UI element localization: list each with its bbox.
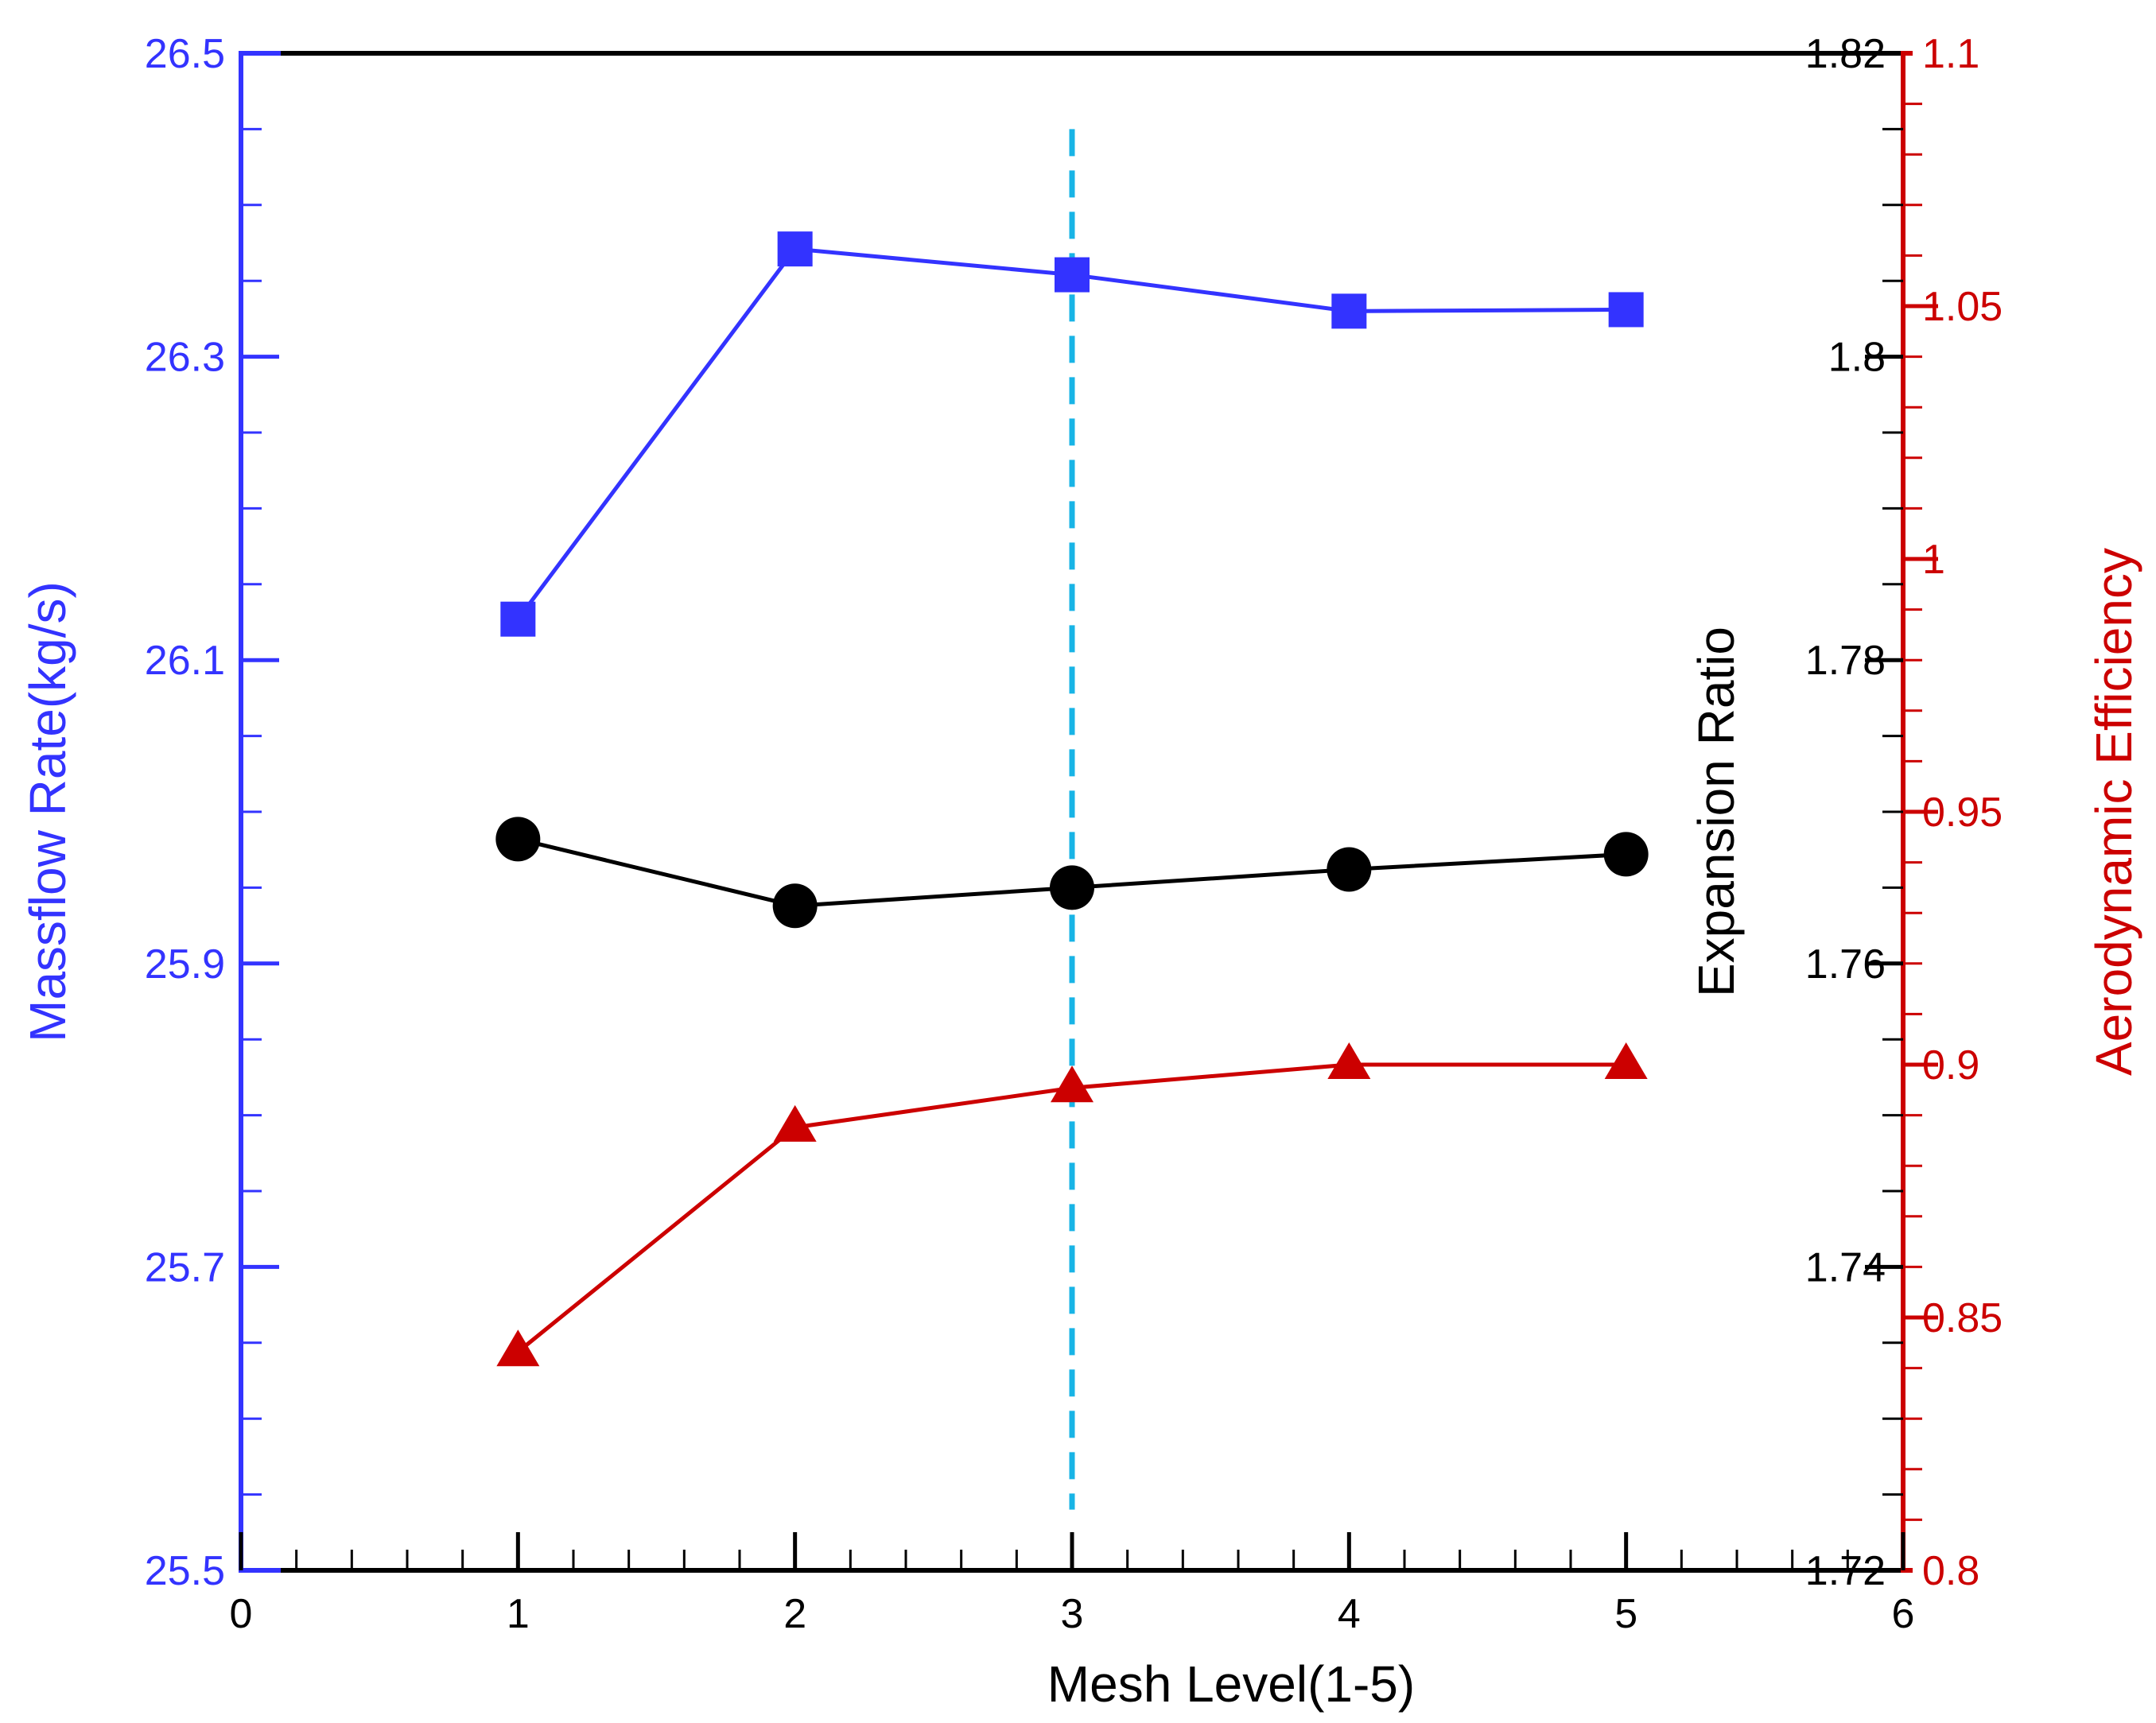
right-tick-label: 1.78 [1805,638,1886,684]
efficiency-tick-label: 1 [1922,537,1945,583]
right-tick-label: 1.76 [1805,941,1886,988]
left-tick-label: 25.7 [145,1244,225,1290]
axis-layer [239,51,1938,1573]
series-2-point-1 [496,1329,540,1367]
left-tick-label: 26.3 [145,335,225,381]
efficiency-tick-label: 0.85 [1922,1295,2003,1341]
series-1-point-3 [1050,865,1094,910]
right-tick-label: 1.8 [1828,335,1886,381]
efficiency-axis-title: Aerodynamic Efficiency [2085,548,2142,1076]
efficiency-tick-label: 0.8 [1922,1548,1979,1594]
series-2-point-2 [773,1104,817,1142]
series-0-point-4 [1331,293,1367,329]
right-axis-title: Expansion Ratio [1688,627,1745,997]
series-1-point-4 [1327,847,1372,892]
series-0-point-1 [500,601,536,637]
right-tick-label: 1.72 [1805,1548,1886,1594]
x-axis-title: Mesh Level(1-5) [1047,1655,1415,1713]
label-layer: 0 1 2 3 4 5 6 25.5 25.7 25.9 26.1 26.3 26.5 1.72 1.74 1… [19,31,2142,1713]
series-0-point-5 [1608,292,1644,328]
x-tick-label: 0 [230,1591,253,1637]
series-1-point-2 [772,883,818,929]
x-tick-label: 2 [783,1591,806,1637]
series-1-point-1 [495,817,541,862]
series-2-point-4 [1327,1042,1371,1079]
left-tick-label: 25.5 [145,1548,225,1594]
series-2-point-3 [1051,1065,1094,1103]
series-0-point-3 [1055,257,1090,293]
series-1-point-5 [1603,832,1649,877]
x-tick-label: 3 [1061,1591,1084,1637]
efficiency-tick-label: 1.05 [1922,284,2003,330]
series-0-point-2 [777,231,813,267]
series-2-point-5 [1604,1042,1648,1079]
x-tick-label: 1 [507,1591,530,1637]
left-tick-label: 26.1 [145,638,225,684]
right-tick-label: 1.82 [1805,31,1886,77]
efficiency-tick-label: 1.1 [1922,31,1979,77]
left-axis-title: Massflow Rate(kg/s) [19,581,76,1042]
x-tick-label: 5 [1614,1591,1637,1637]
efficiency-tick-label: 0.9 [1922,1042,1979,1089]
efficiency-tick-label: 0.95 [1922,790,2003,836]
right-tick-label: 1.74 [1805,1244,1886,1290]
x-tick-label: 6 [1892,1591,1915,1637]
left-tick-label: 25.9 [145,941,225,988]
x-tick-label: 4 [1338,1591,1361,1637]
series-layer [495,231,1649,1367]
left-tick-label: 26.5 [145,31,225,77]
